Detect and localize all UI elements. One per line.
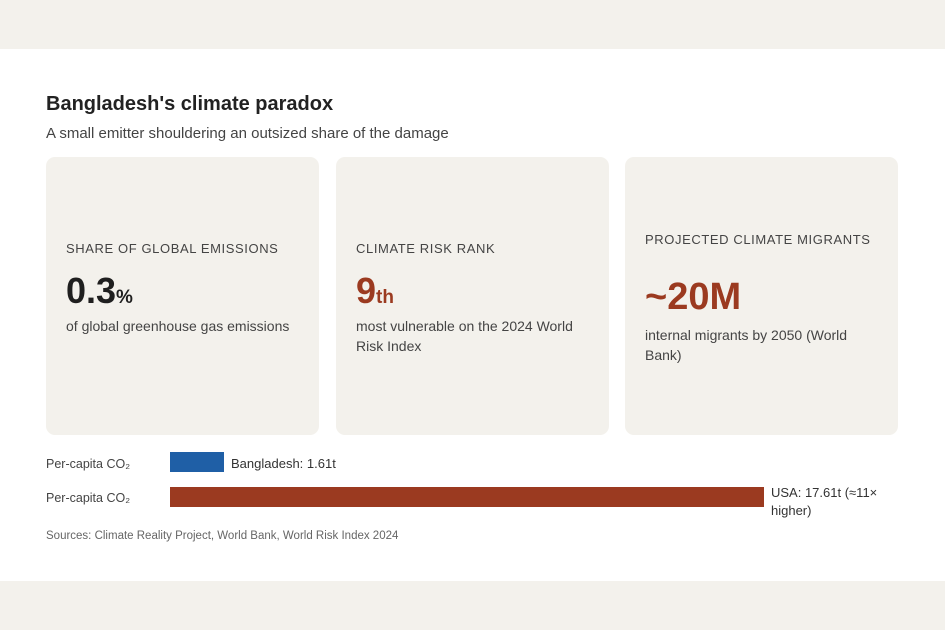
stat-card-value: 9th xyxy=(356,271,394,318)
stat-card-label: CLIMATE RISK RANK xyxy=(356,241,496,256)
stat-value-number: ~20M xyxy=(645,276,742,318)
stat-card-value: 0.3% xyxy=(66,271,133,318)
stat-card-emissions-share: SHARE OF GLOBAL EMISSIONS 0.3% of global… xyxy=(46,157,319,435)
bar-value-label: Bangladesh: 1.61t xyxy=(231,456,336,471)
bar-bangladesh xyxy=(170,452,224,472)
stat-card-description: most vulnerable on the 2024 World Risk I… xyxy=(356,318,573,354)
stat-card-label: PROJECTED CLIMATE MIGRANTS xyxy=(645,232,871,247)
stat-value-number: 9 xyxy=(356,270,377,311)
bar-row-bangladesh: Per-capita CO₂ Bangladesh: 1.61t xyxy=(0,451,945,481)
stat-value-suffix: % xyxy=(116,287,133,308)
stat-value-number: 0.3 xyxy=(66,270,117,311)
stat-card-value: ~20M xyxy=(645,277,741,324)
bar-value-label: USA: 17.61t (≈11× higher) xyxy=(771,485,878,518)
page-title: Bangladesh's climate paradox xyxy=(46,93,334,115)
page-subtitle: A small emitter shouldering an outsized … xyxy=(46,125,449,142)
stat-card-description: internal migrants by 2050 (World Bank) xyxy=(645,327,848,363)
sources-note: Sources: Climate Reality Project, World … xyxy=(46,530,399,542)
stat-card-label: SHARE OF GLOBAL EMISSIONS xyxy=(66,241,279,256)
bar-usa xyxy=(170,487,764,507)
stat-card-description: of global greenhouse gas emissions xyxy=(66,318,290,334)
stat-card-risk-rank: CLIMATE RISK RANK 9th most vulnerable on… xyxy=(336,157,609,435)
infographic-panel: Bangladesh's climate paradox A small emi… xyxy=(0,49,945,581)
bar-category-label: Per-capita CO₂ xyxy=(46,457,131,471)
bar-row-usa: Per-capita CO₂ USA: 17.61t (≈11× higher) xyxy=(0,484,945,518)
stat-value-suffix: th xyxy=(376,287,394,308)
stat-card-climate-migrants: PROJECTED CLIMATE MIGRANTS ~20M internal… xyxy=(625,157,898,435)
bar-category-label: Per-capita CO₂ xyxy=(46,491,131,505)
